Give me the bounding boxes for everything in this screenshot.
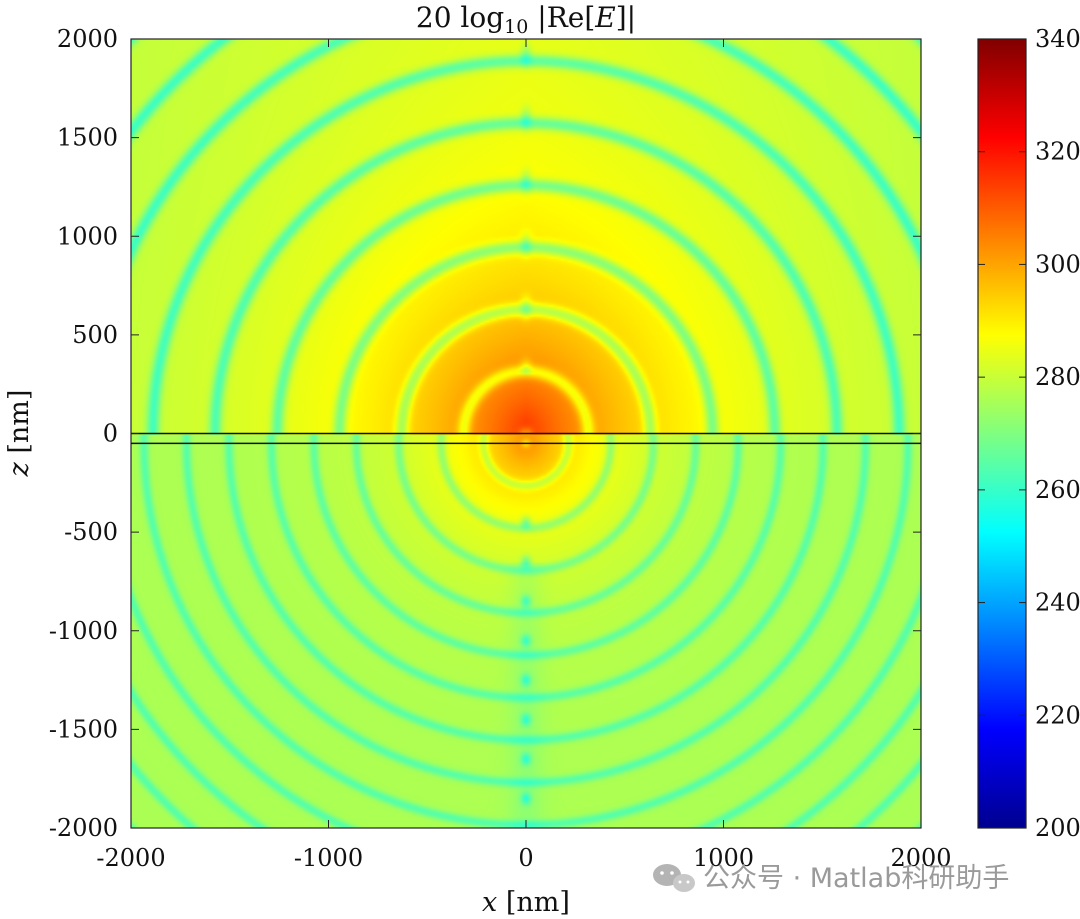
x-tick-label: -1000	[294, 844, 363, 872]
x-tick-label: -2000	[96, 844, 165, 872]
y-axis: 2000 1500 1000 500 0 -500 -1000 -1500 -2000	[49, 25, 921, 842]
colorbar-tick-label: 340	[1035, 25, 1080, 53]
title-subscript: 10	[504, 16, 528, 38]
title-italic: E	[594, 1, 615, 34]
y-tick-label: 1000	[57, 222, 118, 250]
colorbar-tick-label: 220	[1035, 701, 1080, 729]
colorbar-tick-label: 200	[1035, 814, 1080, 842]
y-axis-label-unit: [nm]	[4, 390, 35, 463]
y-axis-label: z [nm]	[4, 390, 35, 478]
y-tick-label: -2000	[49, 814, 118, 842]
watermark-text: 公众号 · Matlab科研助手	[703, 863, 1009, 894]
wechat-icon	[653, 864, 695, 892]
x-axis-label: x [nm]	[482, 887, 570, 918]
x-tick-label: 1000	[693, 844, 754, 872]
y-axis-label-var: z	[4, 461, 35, 477]
colorbar-tick-label: 240	[1035, 589, 1080, 617]
colorbar-tick-label: 300	[1035, 250, 1080, 278]
x-tick-label: 0	[518, 844, 533, 872]
y-tick-label: -1000	[49, 617, 118, 645]
y-tick-label: -500	[64, 518, 118, 546]
colorbar-tick-label: 280	[1035, 363, 1080, 391]
title-suffix: ]|	[616, 1, 636, 34]
colorbar-tick-label: 320	[1035, 138, 1080, 166]
y-tick-label: 0	[103, 420, 118, 448]
colorbar	[977, 38, 1027, 829]
interface-lines	[131, 432, 921, 445]
x-axis-label-unit: [nm]	[497, 887, 570, 918]
x-axis: -2000 -1000 0 1000 2000	[96, 39, 952, 872]
title-body: |Re[	[528, 1, 595, 34]
title-prefix: 20 log	[416, 1, 504, 34]
chart-title: 20 log10 |Re[E]|	[416, 1, 636, 38]
colorbar-ticks: 340 320 300 280 260 240 220 200	[978, 25, 1080, 842]
x-tick-label: 2000	[890, 844, 951, 872]
y-tick-label: -1500	[49, 715, 118, 743]
watermark: 公众号 · Matlab科研助手	[653, 863, 1009, 894]
y-tick-label: 500	[72, 321, 118, 349]
y-tick-label: 1500	[57, 124, 118, 152]
y-tick-label: 2000	[57, 25, 118, 53]
x-axis-label-var: x	[482, 887, 497, 918]
colorbar-tick-label: 260	[1035, 476, 1080, 504]
